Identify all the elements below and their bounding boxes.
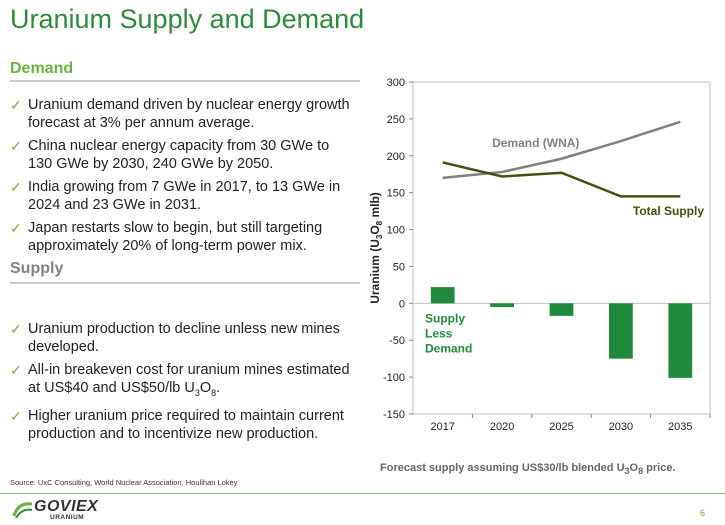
supply-divider — [10, 282, 360, 284]
supply-less-demand-bar — [430, 287, 455, 304]
demand-bullet: ✓ Uranium demand driven by nuclear energy… — [10, 97, 350, 131]
supply-less-demand-bar — [549, 303, 574, 316]
bar-series-label: Less — [425, 327, 453, 341]
x-tick-label: 2017 — [430, 421, 454, 433]
source-note: Source: UxC Consulting, World Nuclear As… — [10, 478, 238, 487]
demand-line — [442, 120, 681, 180]
y-tick-label: 300 — [387, 77, 405, 89]
y-tick-label: 50 — [393, 261, 405, 273]
check-icon: ✓ — [10, 97, 22, 113]
check-icon: ✓ — [10, 321, 22, 337]
logo-subword: URANIUM — [50, 514, 85, 521]
bar-series-label: Supply — [425, 312, 465, 326]
check-icon: ✓ — [10, 138, 22, 154]
y-tick-label: 100 — [387, 225, 405, 237]
check-icon: ✓ — [10, 407, 22, 424]
plot-frame — [412, 81, 711, 415]
logo-mark-icon — [12, 502, 33, 519]
y-tick-label: 200 — [387, 151, 405, 163]
check-icon: ✓ — [10, 362, 22, 378]
supply-demand-chart: -150 -100 -50 0 50 100 150 200 250 300 Uranium (U3… — [368, 77, 711, 433]
y-tick-label: -150 — [383, 409, 405, 421]
demand-series-label: Demand (WNA) — [492, 136, 579, 150]
page-number: 6 — [699, 508, 705, 518]
supply-less-demand-bar — [490, 303, 514, 308]
footer-divider — [0, 493, 725, 494]
x-tick-label: 2035 — [668, 421, 692, 433]
supply-series-label: Total Supply — [633, 204, 704, 218]
total-supply-line — [442, 161, 681, 198]
supply-bullet: ✓ All-in breakeven cost for uranium mines… — [10, 362, 350, 398]
check-icon: ✓ — [10, 220, 22, 236]
demand-bullet: ✓ India growing from 7 GWe in 2017, to 13… — [10, 179, 341, 213]
y-tick-label: 250 — [387, 114, 405, 126]
y-axis-label: Uranium (U3O8 mlb) — [368, 192, 384, 304]
demand-bullets: ✓ Uranium demand driven by nuclear energy… — [10, 96, 355, 260]
demand-heading: Demand — [10, 60, 74, 77]
supply-bullets: ✓ Uranium production to decline unless ne… — [10, 320, 355, 448]
y-tick-label: 0 — [399, 298, 405, 310]
page-title: Uranium Supply and Demand — [10, 4, 365, 34]
goviex-logo: GOVIEX URANIUM — [12, 498, 107, 524]
demand-divider — [10, 80, 360, 82]
logo-word: GOVIEX — [34, 498, 99, 515]
check-icon: ✓ — [10, 179, 22, 195]
y-tick-label: -50 — [389, 335, 405, 347]
y-tick-label: -100 — [383, 372, 405, 384]
bar-series-label: Demand — [425, 342, 472, 356]
supply-less-demand-bar — [668, 303, 693, 378]
demand-bullet: ✓ Japan restarts slow to begin, but still… — [10, 220, 323, 254]
x-tick-label: 2020 — [490, 421, 514, 433]
supply-less-demand-bar — [609, 303, 633, 359]
supply-bullet: ✓ Uranium production to decline unless ne… — [10, 321, 340, 355]
supply-heading: Supply — [10, 260, 64, 277]
chart-caption: Forecast supply assuming US$30/lb blende… — [380, 462, 676, 477]
x-tick-label: 2025 — [549, 421, 573, 433]
y-tick-label: 150 — [387, 188, 405, 200]
x-tick-label: 2030 — [609, 421, 633, 433]
demand-bullet: ✓ China nuclear energy capacity from 30 G… — [10, 138, 330, 172]
supply-bullet: ✓ Higher uranium price required to mainta… — [10, 407, 344, 442]
